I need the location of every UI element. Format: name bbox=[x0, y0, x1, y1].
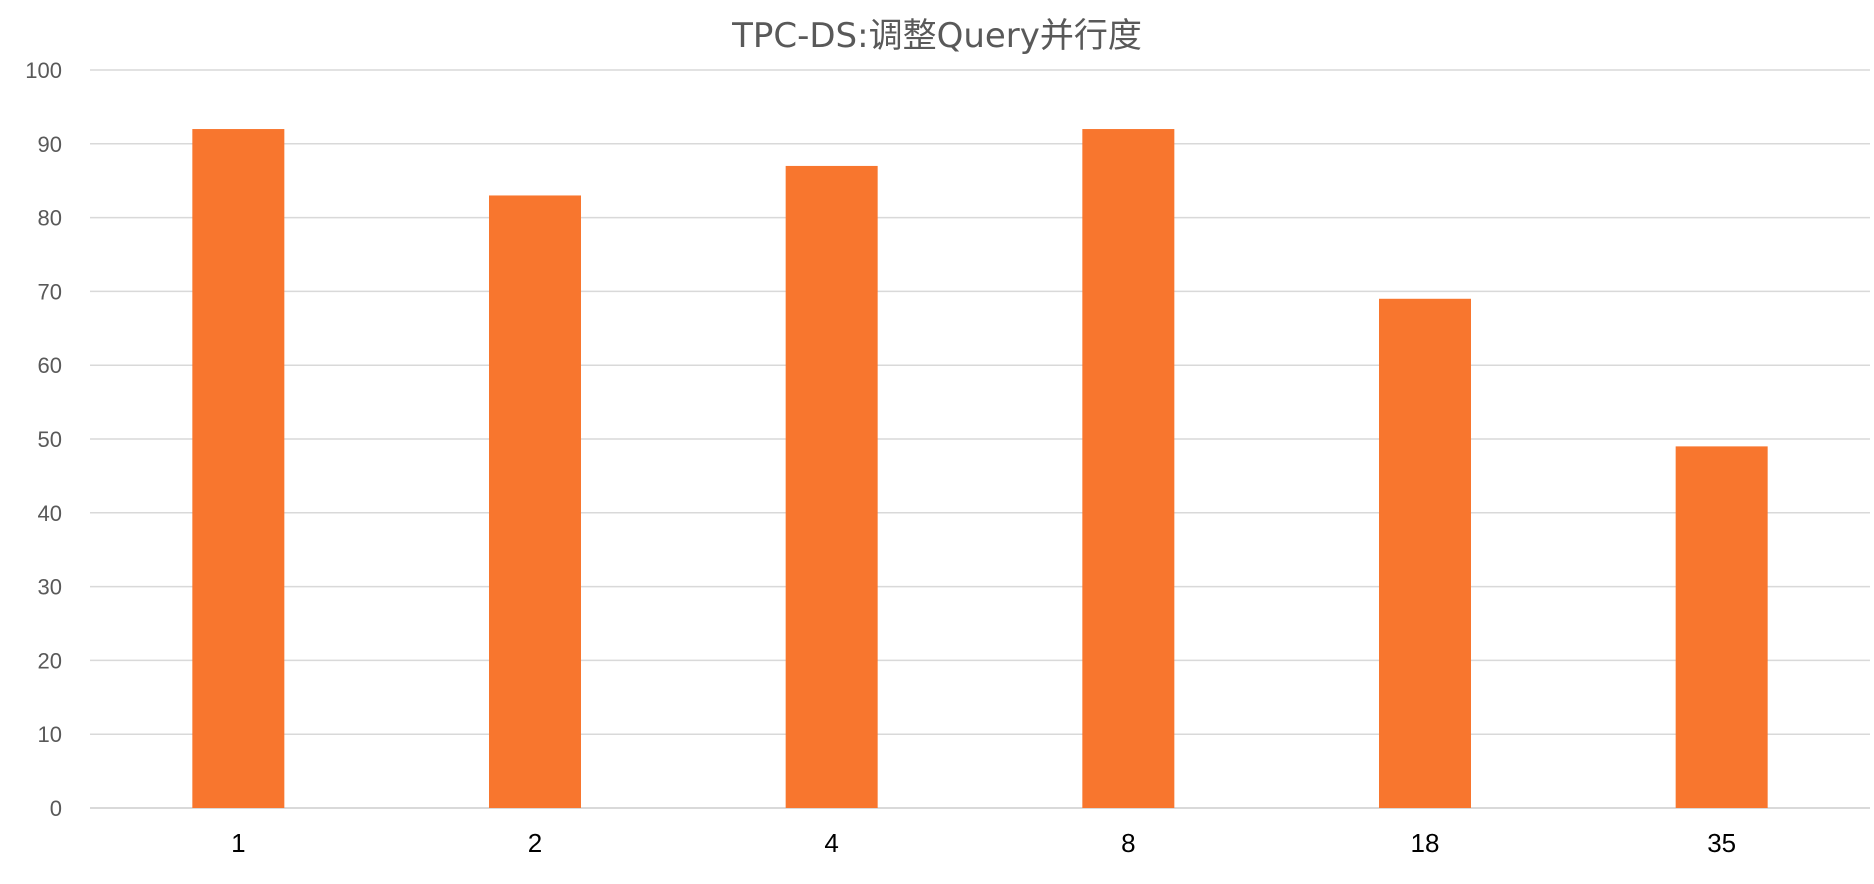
bar-8 bbox=[1082, 129, 1175, 809]
y-tick-label: 50 bbox=[38, 427, 62, 452]
bar-18 bbox=[1379, 298, 1471, 808]
bars bbox=[192, 129, 1768, 809]
y-tick-label: 40 bbox=[38, 501, 62, 526]
gridlines bbox=[90, 69, 1870, 809]
bar-4 bbox=[785, 165, 878, 808]
y-tick-label: 100 bbox=[25, 58, 62, 83]
y-tick-label: 60 bbox=[38, 353, 62, 378]
chart-title: TPC-DS:调整Query并行度 bbox=[732, 16, 1142, 56]
y-tick-label: 90 bbox=[38, 132, 62, 157]
x-tick-label: 18 bbox=[1411, 828, 1440, 858]
y-tick-label: 10 bbox=[38, 722, 62, 747]
x-axis-ticks: 1 2 4 8 18 35 bbox=[231, 828, 1736, 858]
x-tick-label: 2 bbox=[528, 828, 542, 858]
bar-35 bbox=[1675, 446, 1768, 808]
bar-1 bbox=[192, 129, 285, 809]
y-axis-ticks: 0 10 20 30 40 50 60 70 80 90 100 bbox=[25, 58, 62, 821]
y-tick-label: 70 bbox=[38, 279, 62, 304]
y-tick-label: 20 bbox=[38, 648, 62, 673]
bar-2 bbox=[489, 195, 581, 808]
x-tick-label: 35 bbox=[1707, 828, 1736, 858]
x-tick-label: 4 bbox=[824, 828, 838, 858]
x-tick-label: 8 bbox=[1121, 828, 1135, 858]
x-tick-label: 1 bbox=[231, 828, 245, 858]
y-tick-label: 0 bbox=[50, 796, 62, 821]
y-tick-label: 80 bbox=[38, 206, 62, 231]
y-tick-label: 30 bbox=[38, 575, 62, 600]
